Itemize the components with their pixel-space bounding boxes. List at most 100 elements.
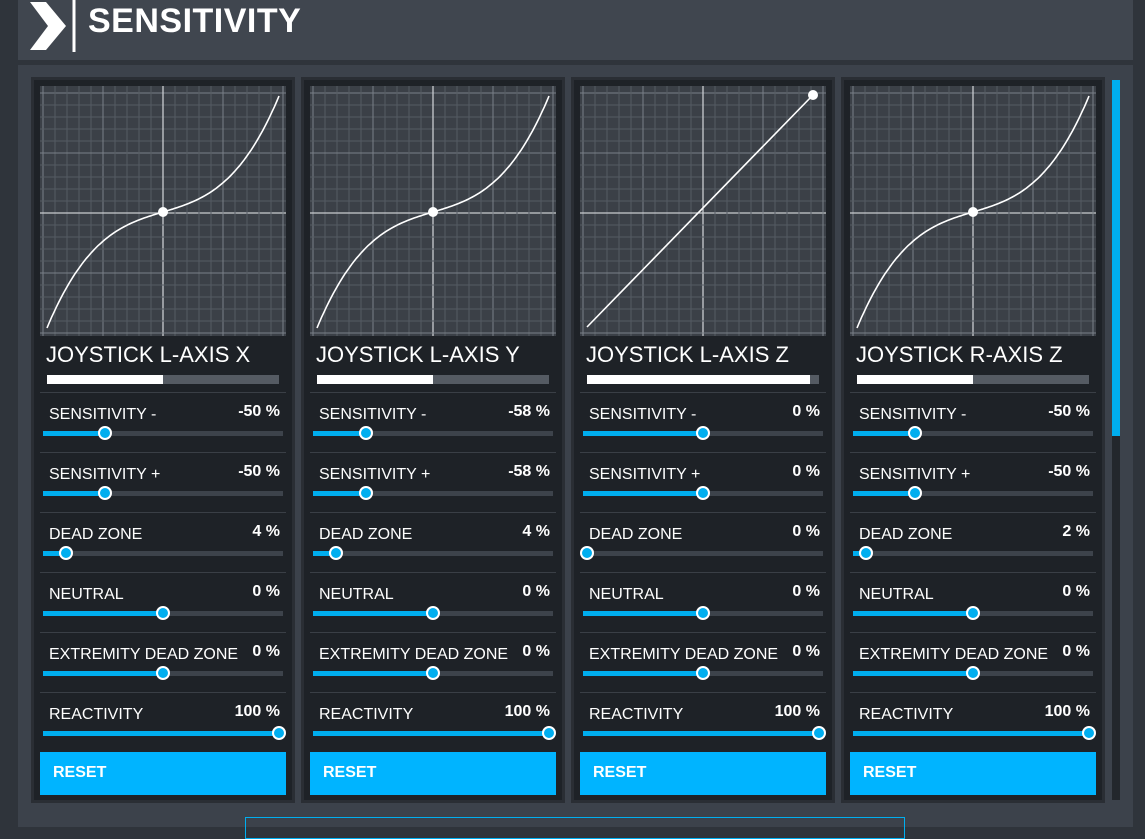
setting-value: 4 % bbox=[522, 523, 550, 540]
slider-track[interactable] bbox=[853, 606, 1093, 620]
slider-track[interactable] bbox=[43, 426, 283, 440]
slider-handle[interactable] bbox=[426, 666, 440, 680]
slider-handle[interactable] bbox=[812, 726, 826, 740]
setting-row: NEUTRAL 0 % bbox=[850, 572, 1096, 633]
slider-track[interactable] bbox=[313, 546, 553, 560]
slider-fill bbox=[853, 731, 1093, 736]
slider-fill bbox=[313, 731, 553, 736]
axis-name: JOYSTICK L-AXIS Z bbox=[586, 342, 789, 367]
slider-fill bbox=[313, 611, 433, 616]
slider-track[interactable] bbox=[583, 426, 823, 440]
slider-track[interactable] bbox=[583, 666, 823, 680]
setting-value: 0 % bbox=[792, 583, 820, 600]
setting-value: 4 % bbox=[252, 523, 280, 540]
slider-track[interactable] bbox=[43, 486, 283, 500]
slider-handle[interactable] bbox=[272, 726, 286, 740]
slider-handle[interactable] bbox=[156, 606, 170, 620]
setting-value: 100 % bbox=[1044, 703, 1090, 720]
slider-handle[interactable] bbox=[426, 606, 440, 620]
setting-value: 0 % bbox=[252, 583, 280, 600]
slider-track[interactable] bbox=[43, 726, 286, 740]
slider-handle[interactable] bbox=[580, 546, 594, 560]
slider-track[interactable] bbox=[853, 666, 1093, 680]
slider-track[interactable] bbox=[853, 726, 1096, 740]
axis-panel: JOYSTICK L-AXIS Z SENSITIVITY -0 % SENSITI… bbox=[574, 80, 832, 800]
slider-fill bbox=[43, 611, 163, 616]
slider-track[interactable] bbox=[43, 546, 283, 560]
slider-handle[interactable] bbox=[58, 546, 73, 560]
slider-track[interactable] bbox=[580, 546, 823, 560]
setting-row: SENSITIVITY + -50 % bbox=[850, 452, 1096, 513]
setting-label: SENSITIVITY + bbox=[589, 466, 701, 483]
setting-label: REACTIVITY bbox=[49, 706, 144, 723]
setting-label: NEUTRAL bbox=[49, 586, 124, 603]
slider-track[interactable] bbox=[313, 606, 553, 620]
response-curve bbox=[850, 86, 1096, 336]
slider-track[interactable] bbox=[313, 666, 553, 680]
slider-track[interactable] bbox=[43, 666, 283, 680]
slider-fill bbox=[313, 671, 433, 676]
slider-handle[interactable] bbox=[98, 426, 112, 440]
reset-button[interactable]: RESET bbox=[580, 752, 826, 795]
range-bar-fill bbox=[317, 375, 433, 384]
slider-handle[interactable] bbox=[908, 486, 922, 500]
setting-label: DEAD ZONE bbox=[319, 526, 413, 543]
slider-handle[interactable] bbox=[859, 546, 874, 560]
slider-handle[interactable] bbox=[966, 666, 980, 680]
setting-value: 2 % bbox=[1062, 523, 1090, 540]
slider-handle[interactable] bbox=[908, 426, 922, 440]
back-icon[interactable] bbox=[28, 0, 78, 52]
slider-track[interactable] bbox=[313, 486, 553, 500]
slider-track[interactable] bbox=[583, 486, 823, 500]
setting-row: NEUTRAL 0 % bbox=[40, 572, 286, 633]
slider-handle[interactable] bbox=[358, 426, 373, 440]
slider-track[interactable] bbox=[853, 486, 1093, 500]
slider-handle[interactable] bbox=[1082, 726, 1096, 740]
slider-track[interactable] bbox=[853, 546, 1093, 560]
slider-fill bbox=[853, 551, 863, 556]
slider-fill bbox=[313, 431, 364, 436]
slider-track[interactable] bbox=[313, 426, 553, 440]
scrollbar-thumb[interactable] bbox=[1112, 80, 1120, 436]
slider-track[interactable] bbox=[583, 606, 823, 620]
setting-value: 0 % bbox=[1062, 583, 1090, 600]
slider-fill bbox=[43, 491, 103, 496]
slider-handle[interactable] bbox=[156, 666, 170, 680]
setting-value: 0 % bbox=[252, 643, 280, 660]
range-bar-fill bbox=[857, 375, 973, 384]
slider-track[interactable] bbox=[583, 726, 826, 740]
slider-handle[interactable] bbox=[328, 546, 343, 560]
setting-label: NEUTRAL bbox=[589, 586, 664, 603]
reset-button[interactable]: RESET bbox=[40, 752, 286, 795]
slider-handle[interactable] bbox=[358, 486, 373, 500]
slider-track[interactable] bbox=[853, 426, 1093, 440]
slider-handle[interactable] bbox=[696, 666, 710, 680]
reset-label: RESET bbox=[323, 764, 377, 781]
setting-row: EXTREMITY DEAD ZONE 0 % bbox=[40, 632, 286, 693]
setting-label: EXTREMITY DEAD ZONE bbox=[589, 646, 779, 663]
range-bar bbox=[47, 375, 279, 384]
setting-row: DEAD ZONE 4 % bbox=[40, 512, 286, 573]
axis-name: JOYSTICK L-AXIS Y bbox=[316, 342, 520, 367]
slider-handle[interactable] bbox=[696, 426, 710, 440]
setting-row: REACTIVITY 100 % bbox=[850, 692, 1096, 753]
slider-track[interactable] bbox=[43, 606, 283, 620]
setting-value: 100 % bbox=[774, 703, 820, 720]
page-title: SENSITIVITY bbox=[88, 2, 302, 40]
slider-handle[interactable] bbox=[696, 606, 710, 620]
slider-handle[interactable] bbox=[98, 486, 112, 500]
reset-button[interactable]: RESET bbox=[850, 752, 1096, 795]
setting-value: -50 % bbox=[1048, 463, 1090, 480]
setting-row: REACTIVITY 100 % bbox=[580, 692, 826, 753]
setting-row: SENSITIVITY - 0 % bbox=[580, 392, 826, 453]
slider-handle[interactable] bbox=[966, 606, 980, 620]
slider-handle[interactable] bbox=[542, 726, 556, 740]
setting-value: 0 % bbox=[1062, 643, 1090, 660]
slider-track[interactable] bbox=[313, 726, 556, 740]
setting-value: 0 % bbox=[792, 643, 820, 660]
setting-value: 100 % bbox=[234, 703, 280, 720]
range-bar bbox=[587, 375, 819, 384]
reset-button[interactable]: RESET bbox=[310, 752, 556, 795]
slider-handle[interactable] bbox=[696, 486, 710, 500]
